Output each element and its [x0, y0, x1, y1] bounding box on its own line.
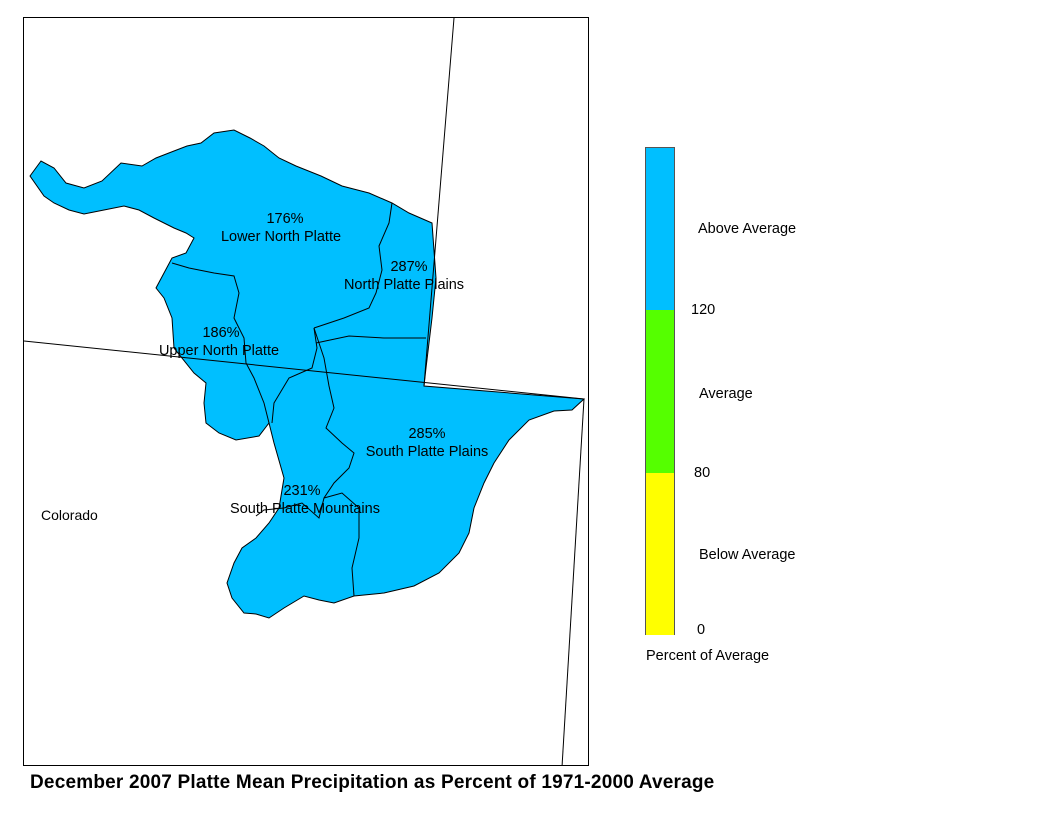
map-frame: 176% Lower North Platte 287% North Platt… [23, 17, 589, 766]
basin-percent-south-platte-plains: 285% [408, 426, 445, 442]
legend-color-bar [645, 147, 675, 635]
lower-north-platte-boundary [313, 202, 393, 329]
basin-name-north-platte-plains: North Platte Plains [344, 277, 464, 293]
legend-swatch-average [646, 310, 674, 473]
legend-swatch-above-average [646, 148, 674, 310]
map-title: December 2007 Platte Mean Precipitation … [30, 772, 715, 793]
south-platte-plains-boundary [323, 492, 360, 597]
map-canvas: 176% Lower North Platte 287% North Platt… [24, 18, 586, 765]
plains-upper-boundary [315, 335, 426, 344]
basin-name-south-platte-plains: South Platte Plains [366, 444, 489, 460]
basin-name-upper-north-platte: Upper North Platte [159, 343, 279, 359]
basin-name-south-platte-mountains: South Platte Mountains [230, 501, 380, 517]
legend-swatch-below-average [646, 473, 674, 635]
basin-percent-north-platte-plains: 287% [390, 259, 427, 275]
south-platte-divide [255, 327, 355, 519]
north-platte-plains-boundary [271, 327, 318, 424]
legend-label-above-average: Above Average [698, 221, 797, 237]
state-border-north-south [423, 18, 455, 387]
legend-break-120: 120 [691, 302, 716, 318]
legend-label-below-average: Below Average [699, 547, 796, 563]
legend-break-0: 0 [697, 622, 706, 638]
platte-basin-region [29, 129, 586, 619]
basin-percent-upper-north-platte: 186% [202, 325, 239, 341]
state-border-colorado-north [24, 340, 585, 400]
legend-title: Percent of Average [646, 648, 770, 664]
upper-north-platte-boundary [171, 262, 270, 424]
basin-percent-lower-north-platte: 176% [266, 211, 303, 227]
basin-percent-south-platte-mountains: 231% [283, 483, 320, 499]
state-border-colorado-east [561, 398, 585, 765]
legend-break-80: 80 [694, 465, 711, 481]
state-label-colorado: Colorado [41, 507, 98, 523]
basin-name-lower-north-platte: Lower North Platte [221, 229, 341, 245]
legend-label-average: Average [699, 386, 753, 402]
